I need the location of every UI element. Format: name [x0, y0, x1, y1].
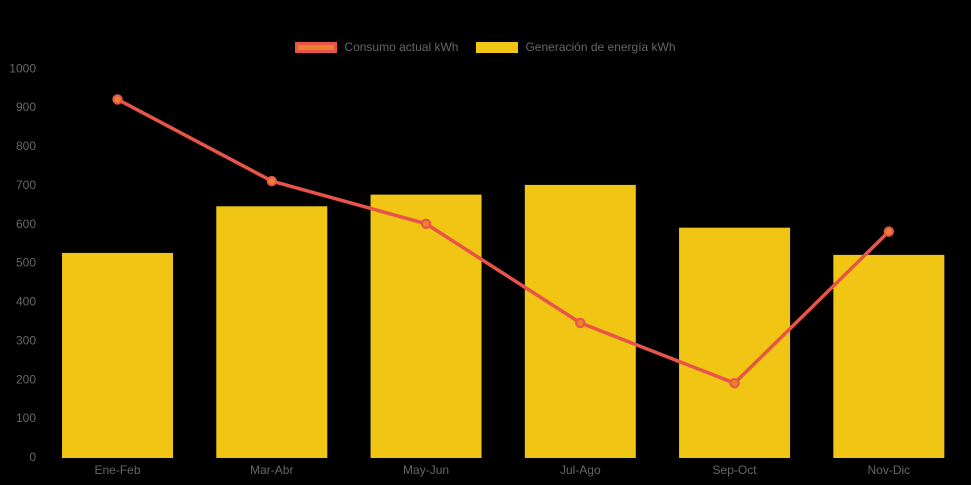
chart-legend: Consumo actual kWh Generación de energía… [0, 41, 971, 53]
bar-may-jun[interactable] [370, 194, 482, 458]
legend-swatch-consumo-actual [295, 41, 338, 53]
bar-ene-feb[interactable] [62, 252, 174, 458]
x-axis-label-sep-oct: Sep-Oct [713, 463, 758, 477]
legend-label-generacion-energia: Generación de energía kWh [525, 40, 676, 54]
y-axis-tick-label: 600 [16, 217, 36, 231]
legend-swatch-generacion-energia [476, 41, 519, 53]
y-axis-tick-label: 100 [16, 411, 36, 425]
data-point-nov-dic[interactable] [883, 226, 895, 237]
y-axis-tick-label: 700 [16, 178, 36, 192]
y-axis-tick-label: 800 [16, 139, 36, 153]
bar-nov-dic[interactable] [833, 254, 945, 458]
y-axis-tick-label: 400 [16, 295, 36, 309]
y-axis-tick-label: 1000 [9, 61, 36, 75]
legend-item-generacion-energia[interactable]: Generación de energía kWh [476, 40, 676, 54]
data-point-may-jun[interactable] [420, 218, 432, 229]
x-axis-label-ene-feb: Ene-Feb [95, 463, 141, 477]
y-axis-tick-label: 300 [16, 333, 36, 347]
y-axis-tick-label: 900 [16, 100, 36, 114]
data-point-ene-feb[interactable] [112, 94, 123, 105]
data-point-sep-oct[interactable] [729, 377, 740, 389]
x-axis-label-jul-ago: Jul-Ago [560, 463, 601, 477]
x-axis-label-mar-abr: Mar-Abr [250, 463, 293, 477]
x-axis-label-may-jun: May-Jun [403, 463, 449, 477]
y-axis-tick-label: 0 [29, 450, 36, 464]
bar-sep-oct[interactable] [679, 227, 791, 458]
legend-label-consumo-actual: Consumo actual kWh [344, 40, 459, 54]
y-axis-tick-label: 500 [16, 256, 36, 270]
data-point-mar-abr[interactable] [266, 175, 277, 187]
x-axis-label-nov-dic: Nov-Dic [867, 463, 910, 477]
legend-item-consumo-actual[interactable]: Consumo actual kWh [295, 41, 458, 53]
data-point-jul-ago[interactable] [575, 317, 586, 329]
y-axis-tick-label: 200 [16, 372, 36, 386]
consumo-line [115, 97, 891, 385]
bar-mar-abr[interactable] [216, 206, 328, 458]
